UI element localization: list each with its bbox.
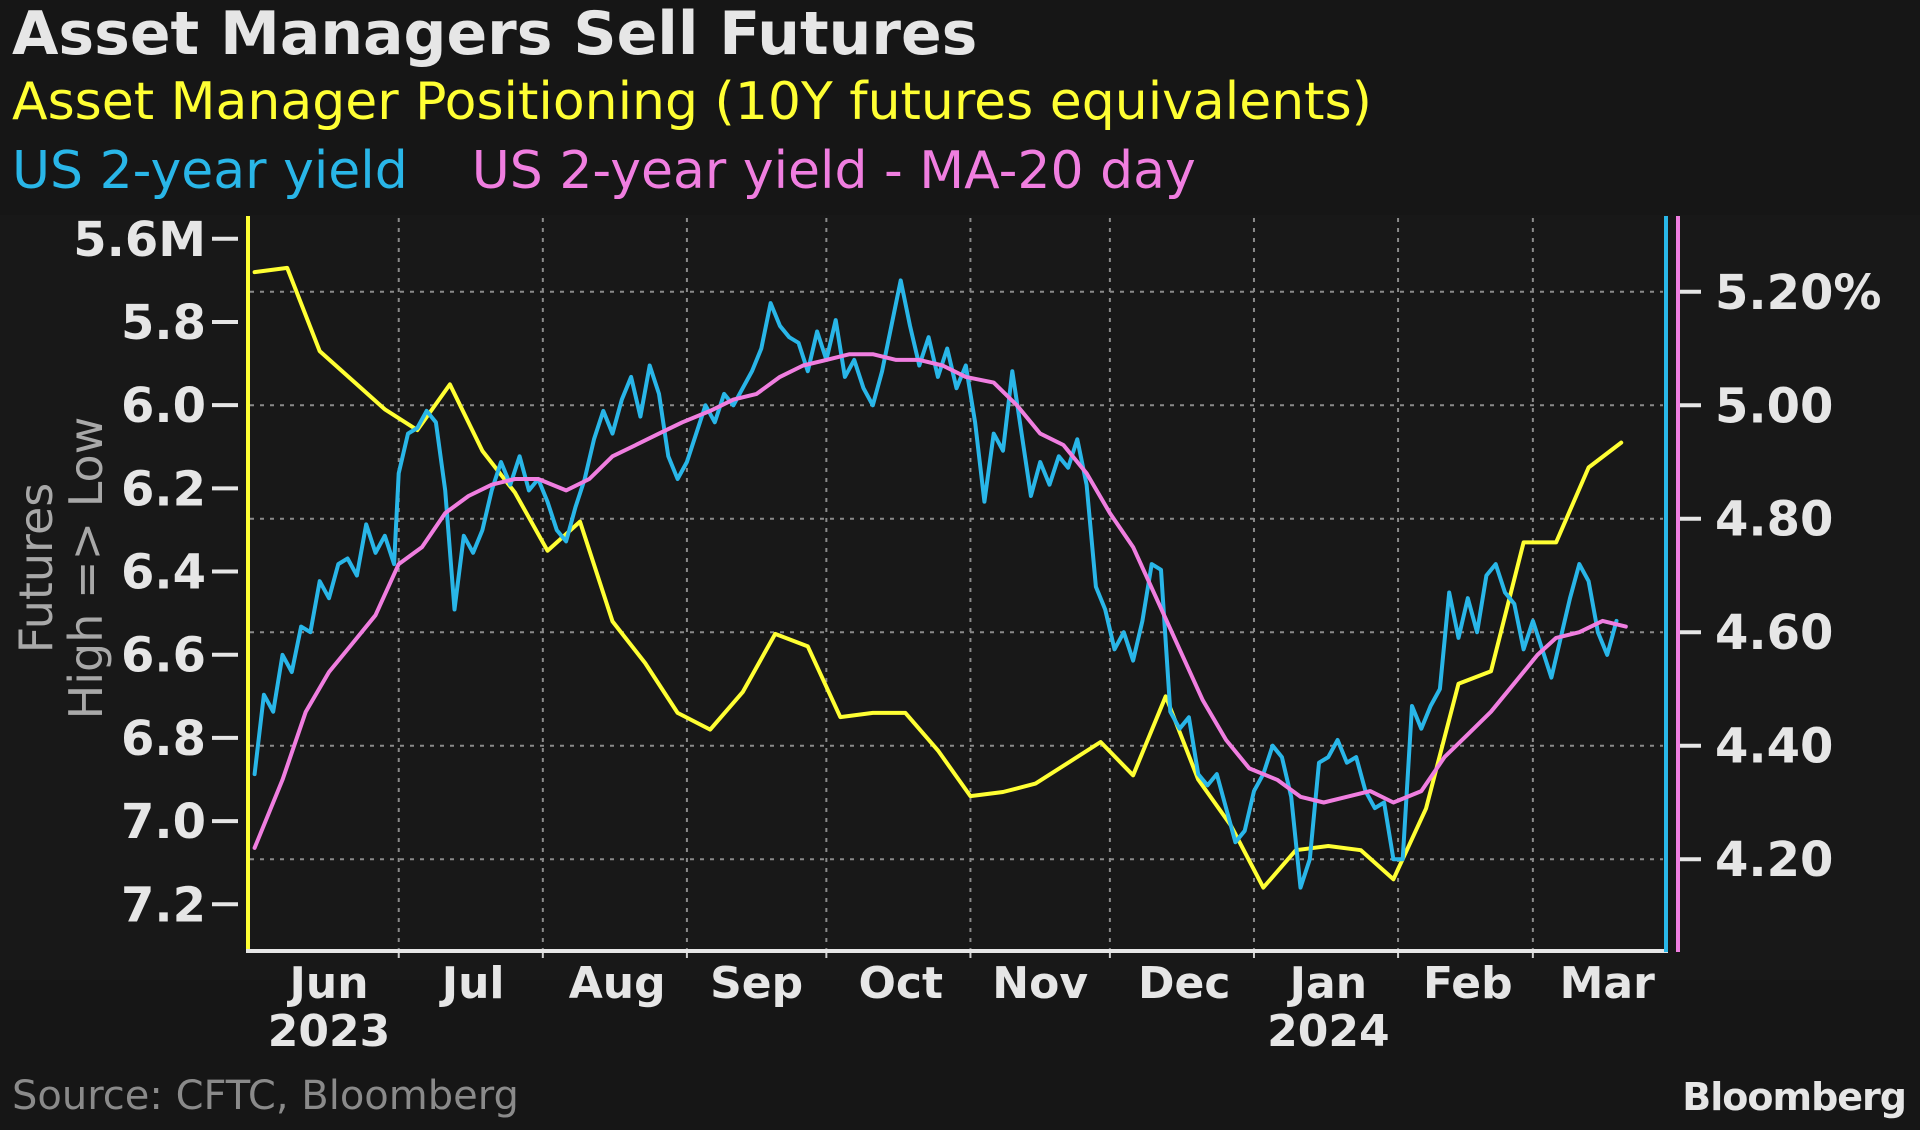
right-tick-label: 5.20% bbox=[1715, 265, 1882, 321]
y-axis-label-line-2: High => Low bbox=[59, 417, 113, 720]
bloomberg-logo: Bloomberg bbox=[1682, 1075, 1907, 1119]
x-tick-label: Mar bbox=[1560, 958, 1655, 1009]
left-tick-label: 6.0 bbox=[121, 378, 206, 434]
tick-labels: 4.20 4.40 4.60 4.80 5.00 5.20% 5.6M 5.8 6.0 6.2 6.… bbox=[73, 212, 1881, 1057]
x-tick-label: Jan bbox=[1287, 958, 1367, 1009]
plot-band bbox=[0, 215, 1920, 980]
right-tick-label: 4.60 bbox=[1715, 605, 1833, 661]
x-tick-year: 2024 bbox=[1267, 1006, 1389, 1057]
left-tick-label: 6.8 bbox=[121, 711, 206, 767]
series-lines bbox=[252, 265, 1628, 890]
x-tick-label: Oct bbox=[858, 958, 943, 1009]
right-tick-label: 5.00 bbox=[1715, 378, 1833, 434]
series-line-1 bbox=[252, 278, 1619, 890]
right-tick-label: 4.20 bbox=[1715, 832, 1833, 888]
series-line-2 bbox=[252, 352, 1628, 850]
left-tick-label: 7.2 bbox=[121, 877, 206, 933]
x-tick-label: Dec bbox=[1138, 958, 1230, 1009]
x-tick-year: 2023 bbox=[268, 1006, 390, 1057]
left-tick-label: 6.6 bbox=[121, 628, 206, 684]
x-tick-label: Aug bbox=[569, 958, 666, 1009]
gridlines bbox=[250, 218, 1663, 950]
chart-title: Asset Managers Sell Futures bbox=[12, 0, 978, 69]
x-tick-label: Feb bbox=[1423, 958, 1513, 1009]
legend-entry-2y-yield-ma20: US 2-year yield - MA-20 day bbox=[471, 141, 1196, 201]
legend-entry-2y-yield: US 2-year yield bbox=[12, 141, 408, 201]
x-tick-label: Sep bbox=[710, 958, 803, 1009]
left-tick-label: 5.8 bbox=[121, 295, 206, 351]
right-tick-label: 4.40 bbox=[1715, 719, 1833, 775]
legend-entry-positioning: Asset Manager Positioning (10Y futures e… bbox=[12, 72, 1372, 132]
right-tick-label: 4.80 bbox=[1715, 492, 1833, 548]
x-tick-label: Jun bbox=[287, 958, 369, 1009]
series-line-0 bbox=[252, 265, 1624, 890]
left-tick-label: 5.6M bbox=[73, 212, 206, 268]
y-axis-label-line-1: Futures bbox=[9, 483, 63, 653]
x-tick-label: Nov bbox=[992, 958, 1088, 1009]
legend: US 2-year yield US 2-year yield - MA-20 d… bbox=[12, 139, 1196, 203]
x-tick-label: Jul bbox=[439, 958, 505, 1009]
source-note: Source: CFTC, Bloomberg bbox=[12, 1073, 519, 1119]
left-tick-label: 6.4 bbox=[121, 545, 206, 601]
left-tick-label: 7.0 bbox=[121, 794, 206, 850]
left-tick-label: 6.2 bbox=[121, 461, 206, 517]
axes bbox=[212, 216, 1701, 958]
